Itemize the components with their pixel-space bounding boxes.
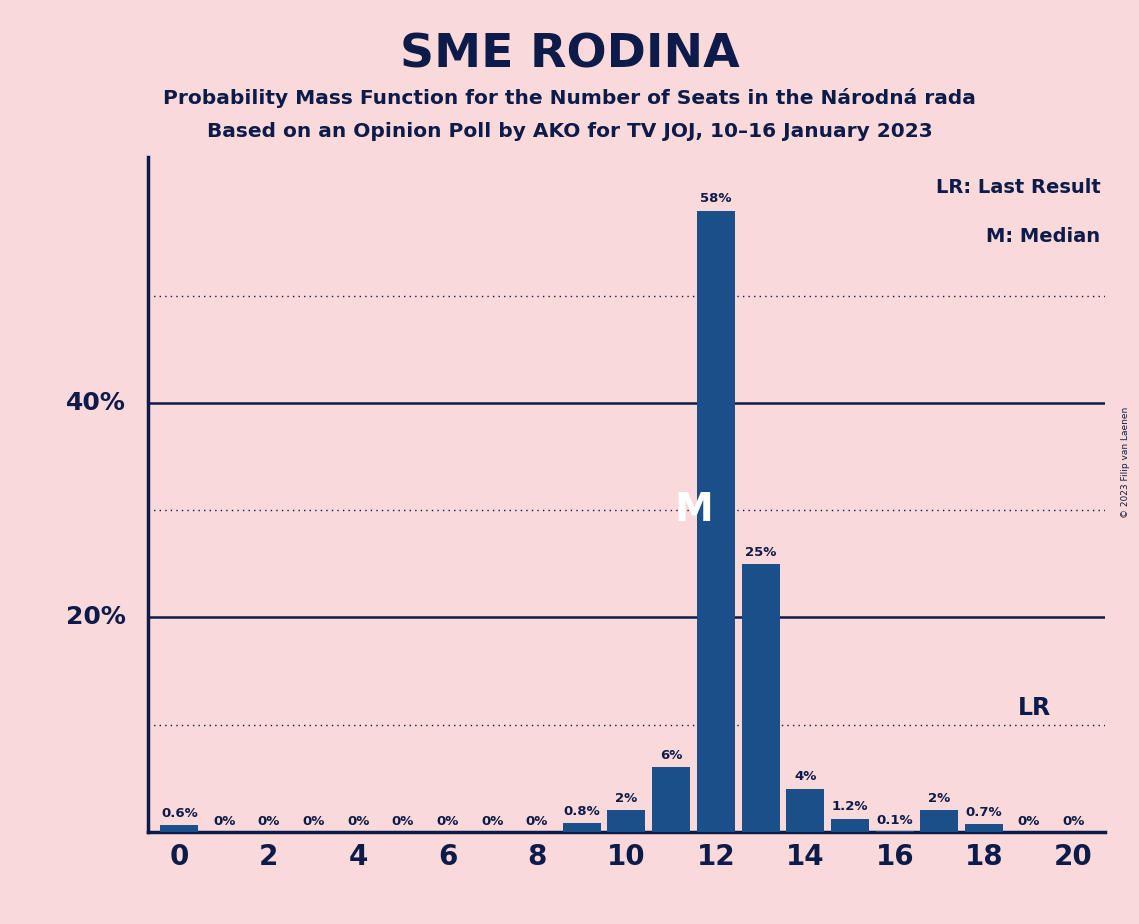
- Text: 0.1%: 0.1%: [876, 814, 913, 827]
- Text: M: M: [674, 492, 713, 529]
- Text: LR: LR: [1018, 697, 1051, 720]
- Bar: [741, 564, 779, 832]
- Bar: [876, 831, 913, 832]
- Text: Based on an Opinion Poll by AKO for TV JOJ, 10–16 January 2023: Based on an Opinion Poll by AKO for TV J…: [206, 122, 933, 141]
- Text: 0.7%: 0.7%: [966, 806, 1002, 819]
- Text: 0%: 0%: [257, 815, 280, 829]
- Text: 0%: 0%: [1063, 815, 1084, 829]
- Bar: [563, 823, 600, 832]
- Text: 40%: 40%: [66, 392, 125, 415]
- Text: Probability Mass Function for the Number of Seats in the Národná rada: Probability Mass Function for the Number…: [163, 88, 976, 108]
- Bar: [920, 810, 958, 832]
- Bar: [786, 789, 825, 832]
- Text: 0%: 0%: [526, 815, 548, 829]
- Text: 1.2%: 1.2%: [831, 800, 868, 813]
- Text: 0.8%: 0.8%: [564, 805, 600, 818]
- Text: 2%: 2%: [928, 792, 951, 805]
- Text: 25%: 25%: [745, 545, 777, 559]
- Text: 58%: 58%: [700, 192, 731, 205]
- Text: 0%: 0%: [481, 815, 503, 829]
- Text: 6%: 6%: [659, 749, 682, 762]
- Text: M: Median: M: Median: [986, 226, 1100, 246]
- Text: 0%: 0%: [392, 815, 415, 829]
- Text: 0%: 0%: [213, 815, 236, 829]
- Text: SME RODINA: SME RODINA: [400, 32, 739, 78]
- Bar: [965, 824, 1003, 832]
- Bar: [607, 810, 646, 832]
- Text: 0%: 0%: [436, 815, 459, 829]
- Bar: [831, 819, 869, 832]
- Text: 20%: 20%: [66, 605, 125, 629]
- Text: 2%: 2%: [615, 792, 638, 805]
- Text: 0%: 0%: [347, 815, 369, 829]
- Text: 0%: 0%: [302, 815, 325, 829]
- Text: 4%: 4%: [794, 771, 817, 784]
- Bar: [697, 211, 735, 832]
- Text: © 2023 Filip van Laenen: © 2023 Filip van Laenen: [1121, 407, 1130, 517]
- Bar: [653, 767, 690, 832]
- Text: LR: Last Result: LR: Last Result: [935, 178, 1100, 198]
- Bar: [161, 825, 198, 832]
- Text: 0.6%: 0.6%: [161, 807, 198, 820]
- Text: 0%: 0%: [1017, 815, 1040, 829]
